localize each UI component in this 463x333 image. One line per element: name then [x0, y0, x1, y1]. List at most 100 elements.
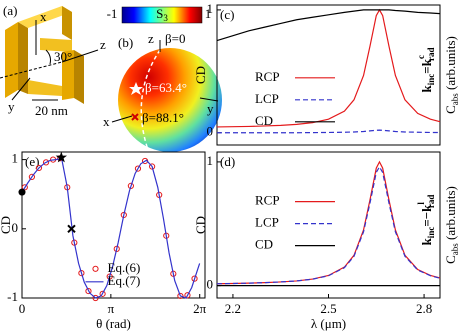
side-label: kinc=kcrad — [416, 48, 436, 93]
data-point — [21, 184, 28, 191]
data-point — [106, 273, 113, 280]
data-line — [216, 165, 441, 285]
side-label-part: rad — [426, 195, 436, 209]
size-label: 20 nm — [35, 103, 68, 118]
cross-marker — [131, 113, 139, 121]
axis-label: x — [40, 9, 47, 24]
axis-arrow — [11, 77, 31, 101]
axis-label: z — [148, 31, 154, 46]
block-side — [18, 22, 28, 94]
side-label-part: = — [419, 66, 434, 73]
panel-tag: (c) — [220, 7, 234, 22]
data-point — [85, 287, 92, 295]
x-tick-label: 2.2 — [225, 301, 241, 316]
data-point — [149, 163, 156, 170]
block-face — [62, 50, 74, 100]
colorbar-title: S3 — [156, 6, 168, 23]
colorbar-label: -1 — [107, 6, 118, 21]
data-point — [177, 292, 184, 300]
panel-tag: (d) — [220, 154, 235, 169]
legend-label: RCP — [255, 69, 280, 84]
point-marker — [18, 188, 26, 196]
y-axis-label: CD — [193, 66, 208, 84]
axis-label: y — [8, 99, 15, 114]
panel-b: -1 1 S3 (b) z β=0 β=63.4° β=88.1° x y — [103, 6, 222, 152]
beta-label: β=88.1° — [142, 110, 184, 125]
block-side — [62, 6, 72, 40]
data-point — [35, 164, 43, 172]
y-tick-label: 0 — [207, 277, 214, 292]
y-tick-label: 1 — [12, 151, 19, 166]
panel-tag: (a) — [3, 3, 17, 18]
block-face — [40, 38, 72, 52]
angle-label: 30° — [54, 49, 72, 64]
side-label-part: k — [419, 237, 434, 245]
y2-label-main: C — [443, 105, 458, 114]
axis-arrow — [111, 115, 133, 123]
axis-arrow — [61, 49, 99, 63]
side-label-part: l — [416, 202, 426, 205]
meridian — [140, 49, 161, 151]
y2-label-rest: (arb.units) — [443, 36, 458, 93]
axis-label: z — [100, 37, 106, 52]
side-label-part: k — [419, 84, 434, 92]
side-label-part: inc — [426, 227, 436, 239]
side-label-part: k — [419, 204, 434, 212]
data-point — [99, 290, 106, 297]
panel-tag: (b) — [118, 35, 133, 50]
block-face — [5, 22, 18, 98]
y-tick-label: 1 — [207, 153, 214, 168]
plot-frame — [216, 4, 441, 146]
panel-a: (a) x y z 30° 20 nm — [0, 3, 106, 118]
legend-marker — [92, 265, 99, 272]
angle-arc — [45, 49, 51, 65]
x-axis-label: λ (μm) — [311, 316, 346, 331]
data-point — [92, 294, 99, 302]
colorbar — [121, 6, 203, 24]
data-point — [127, 182, 134, 190]
cross-marker — [67, 224, 76, 234]
axis-arrow — [199, 97, 219, 102]
y-axis-label: CD — [0, 216, 13, 234]
block-side — [74, 50, 84, 104]
x-tick-label: π — [108, 301, 115, 316]
y2-label-sub: abs — [450, 93, 460, 105]
y2-label-rest: (arb.units) — [443, 186, 458, 243]
axis-label: y — [207, 101, 214, 116]
legend-label: CD — [255, 237, 273, 252]
y-tick-label: -1 — [7, 289, 18, 304]
data-line — [216, 9, 441, 42]
legend-label: Eq.(6) — [108, 260, 141, 275]
legend-label: RCP — [255, 193, 280, 208]
side-label: kinc=−klrad — [416, 195, 436, 246]
y2-label-main: C — [443, 255, 458, 264]
side-label-part: inc — [426, 74, 436, 86]
colorbar-label: 1 — [205, 6, 212, 21]
colorbar-title-main: S — [156, 6, 163, 21]
beta-label: β=0 — [165, 31, 185, 46]
y-axis-label: CD — [193, 216, 208, 234]
x-tick-label: 0 — [19, 301, 26, 316]
block-face — [28, 80, 62, 96]
data-point — [78, 269, 85, 277]
x-tick-label: 2.8 — [416, 301, 432, 316]
side-label-part: k — [419, 58, 434, 66]
y-tick-label: 0 — [207, 124, 214, 139]
sphere — [118, 48, 222, 152]
data-line — [216, 8, 441, 128]
legend-label: LCP — [255, 215, 279, 230]
side-label-part: c — [416, 55, 426, 59]
data-point — [184, 292, 191, 299]
beta-label: β=63.4° — [145, 80, 187, 95]
side-label-part: =− — [419, 212, 434, 227]
plot-frame — [216, 151, 441, 299]
data-line — [21, 157, 201, 299]
y2-label-sub: abs — [450, 243, 460, 255]
data-line — [216, 160, 441, 285]
legend-label: LCP — [255, 91, 279, 106]
y-tick-label: 0 — [12, 220, 19, 235]
legend-label: Eq.(7) — [108, 273, 141, 288]
legend-label: CD — [255, 113, 273, 128]
